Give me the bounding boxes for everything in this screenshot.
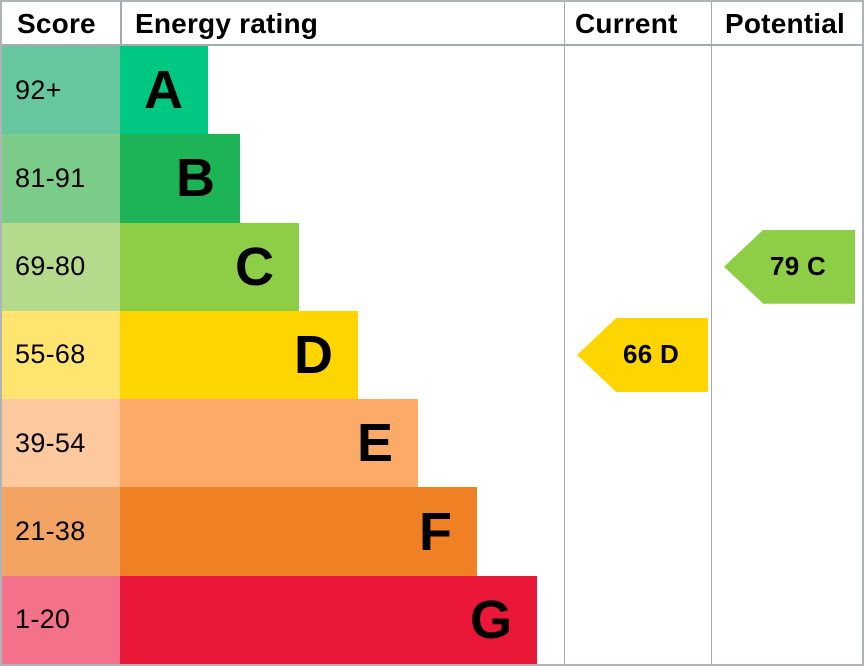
current-row-g — [565, 576, 712, 664]
score-column-divider — [120, 2, 122, 45]
score-range-d: 55-68 — [2, 310, 120, 400]
current-rating-arrow: 66 D — [577, 317, 708, 392]
potential-row-d — [712, 311, 862, 399]
header-score: Score — [17, 7, 96, 39]
band-row-f: 21-38 F — [2, 487, 565, 576]
header-current: Current — [575, 7, 678, 39]
chart-body: 92+ A 81-91 B 69-80 C 55-68 D 39-54 E 21-38 F 1-20 G … — [2, 46, 862, 664]
rating-bar-e: E — [120, 399, 418, 488]
chart-rows: 92+ A 81-91 B 69-80 C 55-68 D 39-54 E 21-38 F 1-20 G — [2, 46, 565, 664]
potential-row-f — [712, 487, 862, 575]
score-range-g: 1-20 — [2, 575, 120, 664]
band-letter-g: G — [469, 589, 512, 650]
band-row-d: 55-68 D — [2, 310, 565, 400]
rating-bar-g: G — [120, 575, 537, 664]
header-bottom-line — [2, 44, 862, 46]
rating-bar-c: C — [120, 222, 299, 311]
header-energy-rating: Energy rating — [135, 7, 319, 39]
rating-bar-b: B — [120, 134, 240, 223]
score-range-e: 39-54 — [2, 399, 120, 488]
band-row-c: 69-80 C — [2, 222, 565, 311]
band-letter-a: A — [144, 60, 183, 121]
band-letter-e: E — [356, 413, 393, 474]
current-rating-value: 66 D — [622, 339, 680, 370]
header-potential: Potential — [725, 7, 846, 39]
band-row-b: 81-91 B — [2, 134, 565, 223]
current-row-d: 66 D — [565, 311, 712, 399]
current-row-b — [565, 134, 712, 222]
score-range-f: 21-38 — [2, 487, 120, 576]
band-letter-c: C — [235, 236, 274, 297]
potential-row-a — [712, 46, 862, 134]
band-row-g: 1-20 G — [2, 575, 565, 664]
band-letter-b: B — [176, 148, 215, 209]
rating-bar-f: F — [120, 487, 477, 576]
rating-bar-a: A — [120, 46, 208, 135]
score-range-c: 69-80 — [2, 222, 120, 311]
potential-column: 79 C — [712, 46, 862, 664]
band-row-e: 39-54 E — [2, 399, 565, 488]
current-column-divider — [563, 2, 565, 664]
potential-rating-value: 79 C — [769, 251, 827, 282]
current-row-c — [565, 223, 712, 311]
potential-row-g — [712, 576, 862, 664]
potential-row-b — [712, 134, 862, 222]
potential-row-e — [712, 399, 862, 487]
potential-rating-arrow: 79 C — [724, 229, 855, 304]
score-range-a: 92+ — [2, 46, 120, 135]
current-row-a — [565, 46, 712, 134]
current-row-f — [565, 487, 712, 575]
current-column: 66 D — [565, 46, 712, 664]
current-row-e — [565, 399, 712, 487]
band-letter-f: F — [419, 501, 452, 562]
header-row: Score Energy rating Current Potential — [2, 2, 862, 45]
score-range-b: 81-91 — [2, 134, 120, 223]
potential-column-divider — [710, 2, 712, 664]
potential-row-c: 79 C — [712, 223, 862, 311]
rating-bar-d: D — [120, 310, 358, 400]
band-row-a: 92+ A — [2, 46, 565, 135]
band-letter-d: D — [294, 324, 333, 385]
